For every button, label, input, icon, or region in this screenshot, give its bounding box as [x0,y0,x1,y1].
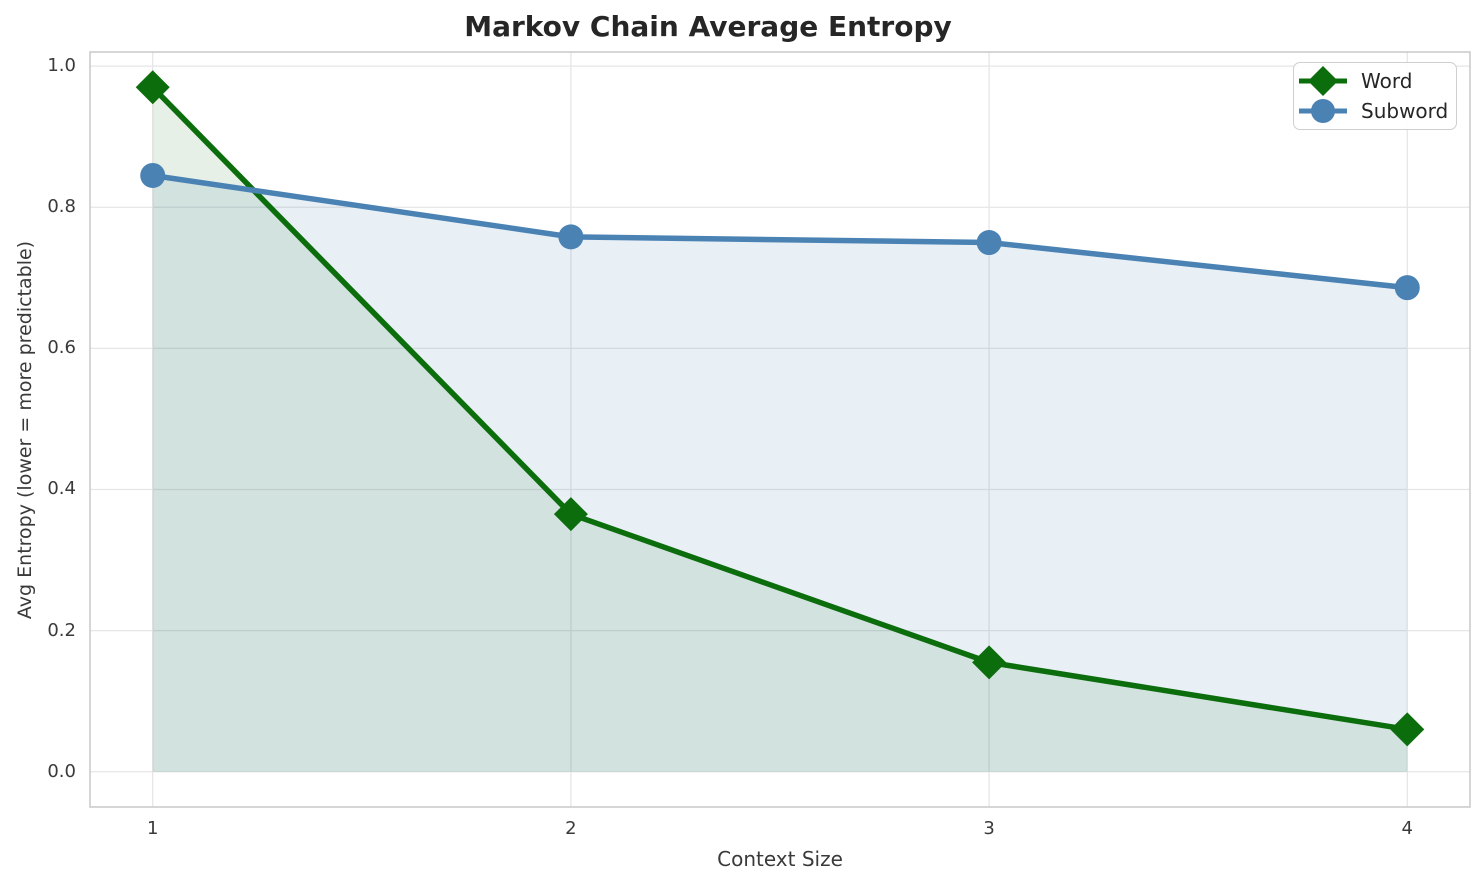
x-tick-label: 4 [1401,818,1413,839]
x-tick-label: 1 [146,818,159,839]
legend-label-word: Word [1361,69,1413,93]
y-tick-label: 0.4 [47,478,76,500]
legend-label-subword: Subword [1361,99,1449,123]
y-tick-label: 0.2 [47,619,76,641]
legend-item-subword: Subword [1296,96,1448,126]
x-axis-label: Context Size [717,847,843,871]
y-tick-label: 0.0 [47,760,76,782]
y-tick-label: 0.8 [47,196,76,218]
word-diamond-marker-icon [1299,66,1347,96]
y-tick-label: 1.0 [47,55,76,77]
y-axis-label: Avg Entropy (lower = more predictable) [14,240,36,620]
legend: Word Subword [1293,62,1457,130]
chart-title: Markov Chain Average Entropy [464,10,952,43]
x-tick-label: 2 [565,818,577,839]
y-tick-label: 0.6 [47,337,76,359]
x-tick-label: 3 [983,818,995,839]
subword-circle-marker-icon [1299,99,1347,123]
legend-item-word: Word [1296,66,1448,96]
